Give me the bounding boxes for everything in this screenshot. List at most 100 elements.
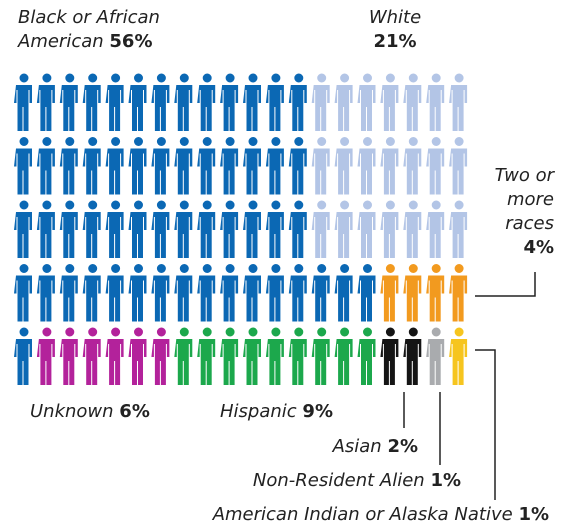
person-icon	[174, 327, 193, 385]
leader-line	[475, 349, 496, 500]
person-icon	[197, 327, 216, 385]
person-icon	[14, 73, 32, 131]
person-icon	[243, 264, 261, 322]
person-icon	[105, 264, 124, 322]
person-icon	[311, 73, 330, 131]
person-icon	[288, 264, 307, 322]
person-icon	[220, 73, 239, 131]
person-icon	[243, 200, 261, 258]
person-icon	[265, 73, 284, 131]
person-icon	[14, 327, 32, 385]
person-icon	[59, 327, 78, 385]
person-icon	[334, 73, 353, 131]
person-icon	[265, 327, 284, 385]
person-icon	[265, 264, 284, 322]
person-icon	[151, 327, 170, 385]
person-icon	[243, 73, 261, 131]
person-icon	[357, 327, 376, 385]
label-black: Black or African American 56%	[18, 7, 160, 52]
person-icon	[426, 200, 445, 258]
person-icon	[380, 137, 399, 195]
label-aian: American Indian or Alaska Native 1%	[212, 504, 549, 525]
person-icon	[220, 200, 239, 258]
person-icon	[449, 73, 468, 131]
person-icon	[14, 137, 32, 195]
person-icon	[105, 200, 124, 258]
person-icon	[220, 327, 239, 385]
label-unknown: Unknown 6%	[30, 401, 150, 422]
person-icon	[174, 264, 193, 322]
person-icon	[128, 73, 147, 131]
person-icon	[426, 264, 445, 322]
person-icon	[151, 73, 170, 131]
person-icon	[357, 200, 376, 258]
person-icon	[59, 73, 78, 131]
person-icon	[36, 137, 55, 195]
leader-line	[475, 272, 536, 297]
person-icon	[197, 73, 216, 131]
person-icon	[128, 264, 147, 322]
person-icon	[82, 264, 101, 322]
person-icon	[334, 137, 353, 195]
person-icon	[59, 264, 78, 322]
person-icon	[403, 327, 422, 385]
person-icon	[174, 137, 193, 195]
person-icon	[128, 200, 147, 258]
person-icon	[151, 264, 170, 322]
person-icon	[82, 200, 101, 258]
person-icon	[380, 327, 399, 385]
leader-lines	[403, 272, 536, 500]
person-icon	[449, 327, 468, 385]
person-icon	[288, 327, 307, 385]
person-icon	[82, 137, 101, 195]
person-icon	[36, 200, 55, 258]
person-icon	[36, 327, 55, 385]
person-icon	[449, 200, 468, 258]
person-icon	[380, 264, 399, 322]
person-icon	[220, 137, 239, 195]
person-icon	[174, 73, 193, 131]
person-icon	[105, 73, 124, 131]
person-icon	[220, 264, 239, 322]
person-icon	[151, 137, 170, 195]
person-icon	[105, 137, 124, 195]
person-icon	[14, 200, 32, 258]
person-icon	[357, 73, 376, 131]
person-icon	[426, 327, 445, 385]
person-icon	[197, 137, 216, 195]
person-icon	[426, 137, 445, 195]
person-icon	[243, 137, 261, 195]
label-asian: Asian 2%	[332, 436, 418, 457]
person-icon	[311, 264, 330, 322]
person-icon	[403, 200, 422, 258]
label-white: White 21%	[368, 7, 422, 52]
label-two-or-more: Two or more races 4%	[494, 165, 554, 258]
person-icon	[82, 327, 101, 385]
person-icon	[82, 73, 101, 131]
person-icon	[288, 73, 307, 131]
person-icon	[426, 73, 445, 131]
person-icon	[334, 264, 353, 322]
person-icon	[265, 200, 284, 258]
person-icon	[59, 137, 78, 195]
label-hispanic: Hispanic 9%	[220, 401, 333, 422]
person-icon	[265, 137, 284, 195]
person-icon	[14, 264, 32, 322]
person-icon	[449, 137, 468, 195]
person-icon	[357, 264, 376, 322]
person-icon	[334, 200, 353, 258]
person-icon	[128, 327, 147, 385]
person-icon	[334, 327, 353, 385]
person-icon	[59, 200, 78, 258]
person-icon	[36, 73, 55, 131]
person-icon	[197, 264, 216, 322]
person-icon	[311, 200, 330, 258]
person-icon	[174, 200, 193, 258]
person-icon	[311, 327, 330, 385]
person-icon	[243, 327, 261, 385]
person-icon	[403, 73, 422, 131]
person-icon	[36, 264, 55, 322]
person-icon	[197, 200, 216, 258]
person-icon	[357, 137, 376, 195]
